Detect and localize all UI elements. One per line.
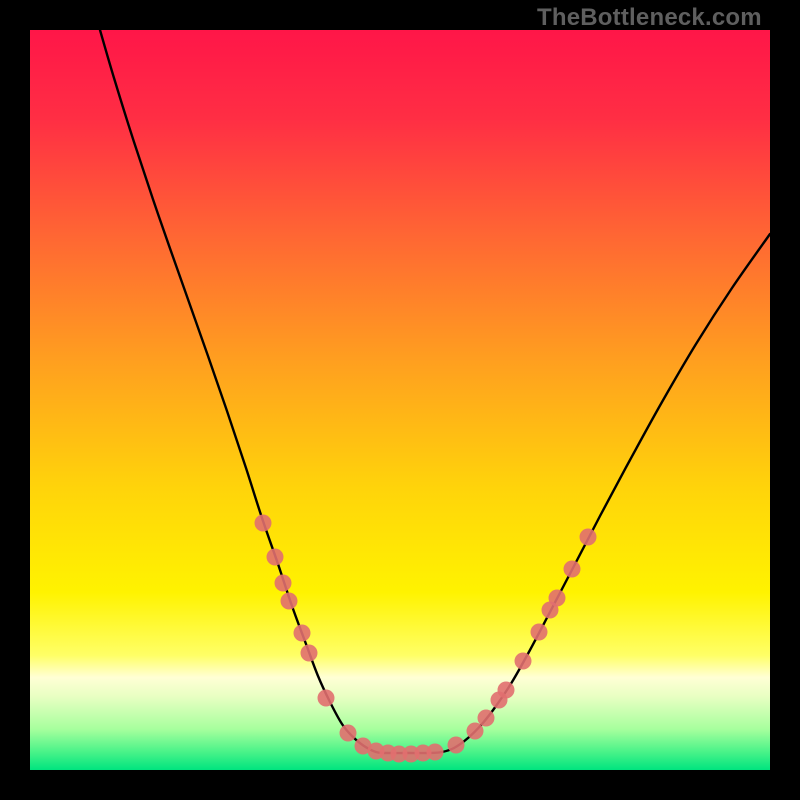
data-marker <box>318 690 335 707</box>
gradient-background <box>30 30 770 770</box>
data-marker <box>549 590 566 607</box>
data-marker <box>340 725 357 742</box>
data-marker <box>580 529 597 546</box>
data-marker <box>498 682 515 699</box>
data-marker <box>531 624 548 641</box>
data-marker <box>515 653 532 670</box>
data-marker <box>564 561 581 578</box>
plot-svg <box>30 30 770 770</box>
data-marker <box>301 645 318 662</box>
data-marker <box>281 593 298 610</box>
data-marker <box>448 737 465 754</box>
data-marker <box>275 575 292 592</box>
watermark-text: TheBottleneck.com <box>537 4 762 32</box>
plot-area <box>30 30 770 770</box>
data-marker <box>294 625 311 642</box>
data-marker <box>427 744 444 761</box>
data-marker <box>478 710 495 727</box>
data-marker <box>267 549 284 566</box>
data-marker <box>467 723 484 740</box>
data-marker <box>255 515 272 532</box>
chart-frame: TheBottleneck.com <box>0 0 800 800</box>
